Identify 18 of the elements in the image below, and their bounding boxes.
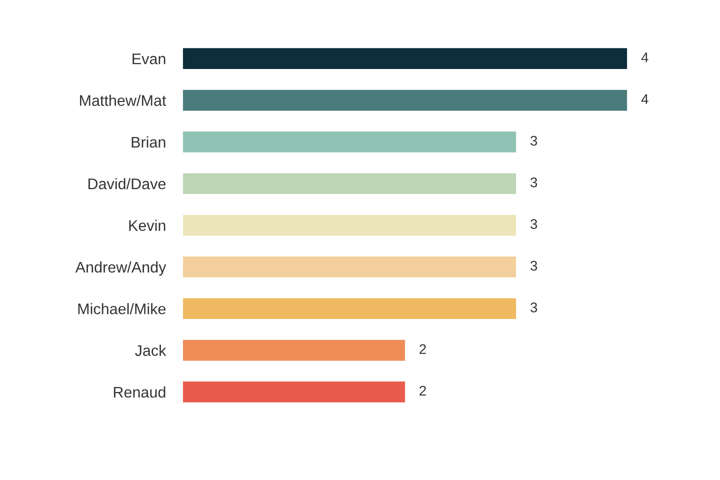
- data-label: 2: [420, 344, 426, 354]
- y-tick-label: Jack: [135, 344, 166, 356]
- y-tick-label: Matthew/Mat: [80, 94, 166, 106]
- data-label: 3: [530, 260, 538, 271]
- data-label: 4: [641, 52, 648, 62]
- y-tick-label: Michael/Mike: [78, 303, 166, 314]
- y-tick-label: Brian: [132, 136, 166, 148]
- y-tick-label: Andrew/Andy: [75, 261, 166, 276]
- data-label: 3: [530, 178, 538, 188]
- y-tick-label: Renaud: [114, 386, 166, 398]
- y-tick-label: Kevin: [129, 220, 166, 231]
- y-tick-label: David/Dave: [88, 178, 166, 190]
- data-label: 3: [530, 136, 538, 146]
- data-label: 3: [530, 302, 538, 312]
- data-label: 4: [641, 94, 648, 104]
- data-label: 2: [420, 386, 426, 396]
- data-label: 3: [530, 219, 538, 230]
- y-tick-label: Evan: [132, 54, 166, 64]
